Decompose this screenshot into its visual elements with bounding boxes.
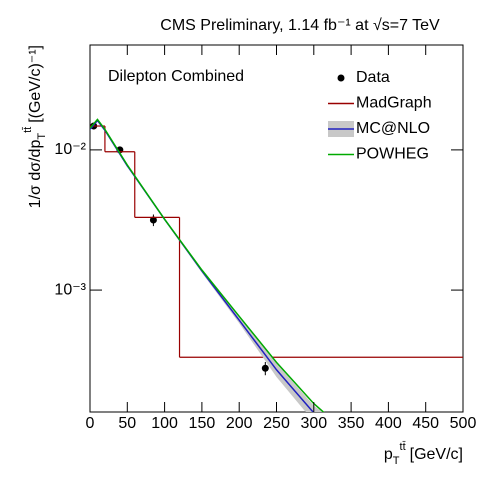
x-tick-label: 450 xyxy=(412,415,439,432)
legend-marker xyxy=(337,74,345,82)
curve xyxy=(90,118,325,412)
x-axis-label: pTtt̄ [GeV/c] xyxy=(384,441,463,467)
legend-label: MadGraph xyxy=(356,95,432,112)
x-tick-label: 200 xyxy=(226,415,253,432)
data-point xyxy=(149,216,157,224)
y-label-main: 1/σ dσ/dp xyxy=(27,140,44,209)
y-label-unit: [(GeV/c)⁻¹] xyxy=(27,45,44,123)
legend-label: MC@NLO xyxy=(356,120,430,137)
x-tick-label: 0 xyxy=(86,415,95,432)
x-label-unit: [GeV/c] xyxy=(410,446,463,463)
y-label-sub: T xyxy=(36,133,48,140)
curve xyxy=(90,119,315,412)
y-axis-label: 1/σ dσ/dpTtt̄ [(GeV/c)⁻¹] xyxy=(22,45,48,208)
x-label-sub: T xyxy=(393,455,400,467)
x-tick-label: 500 xyxy=(450,415,477,432)
annotation: Dilepton Combined xyxy=(108,68,244,85)
uncertainty-band xyxy=(90,119,323,412)
y-tick-label: 10⁻³ xyxy=(54,281,86,298)
chart-title: CMS Preliminary, 1.14 fb⁻¹ at √s=7 TeV xyxy=(160,17,440,34)
legend-label: POWHEG xyxy=(356,146,429,163)
x-tick-label: 250 xyxy=(263,415,290,432)
legend-label: Data xyxy=(356,69,390,86)
x-tick-label: 350 xyxy=(338,415,365,432)
y-tick-label: 10⁻² xyxy=(54,141,86,158)
y-label-sup: tt̄ xyxy=(22,126,34,132)
data-point xyxy=(261,364,269,372)
x-tick-label: 300 xyxy=(300,415,327,432)
x-tick-label: 400 xyxy=(375,415,402,432)
x-label-main: p xyxy=(384,446,393,463)
x-tick-label: 100 xyxy=(151,415,178,432)
plot-area xyxy=(90,118,463,412)
x-tick-label: 150 xyxy=(189,415,216,432)
x-label-sup: tt̄ xyxy=(400,441,406,453)
x-tick-label: 50 xyxy=(118,415,136,432)
